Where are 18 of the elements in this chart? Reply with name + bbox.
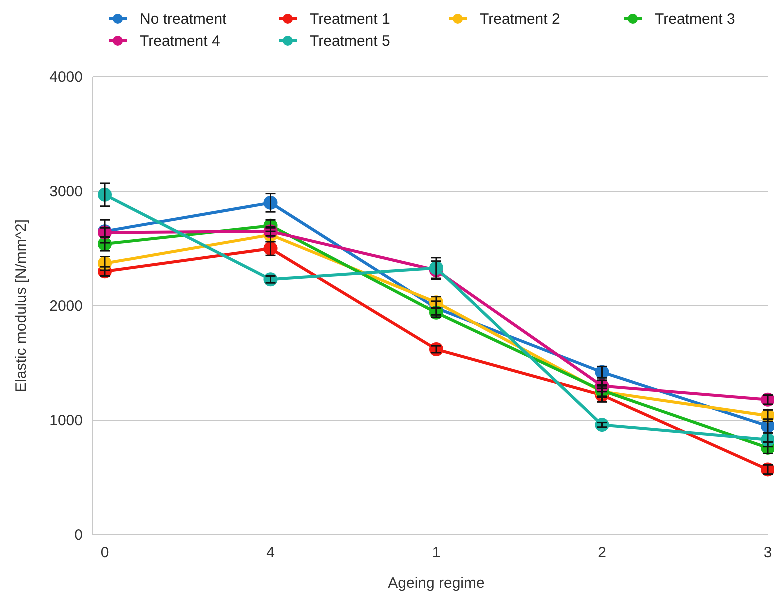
legend-label: Treatment 3 [655,11,736,28]
y-tick-label: 1000 [50,412,83,430]
x-tick-label: 0 [100,544,110,562]
y-tick-label: 4000 [50,68,83,86]
x-tick-label: 3 [764,544,772,562]
y-axis-title: Elastic modulus [N/mm^2] [13,220,30,392]
legend-label: No treatment [140,11,228,28]
y-tick-label: 3000 [50,183,83,200]
x-tick-label: 4 [266,544,275,562]
legend-label: Treatment 4 [140,33,220,50]
legend-label: Treatment 5 [310,33,390,50]
y-tick-label: 0 [74,526,83,544]
x-tick-label: 2 [598,544,606,562]
legend-label: Treatment 1 [310,11,390,28]
x-tick-label: 1 [432,544,441,562]
x-axis-title: Ageing regime [388,575,485,592]
y-tick-label: 2000 [50,298,83,315]
legend-label: Treatment 2 [480,11,560,28]
